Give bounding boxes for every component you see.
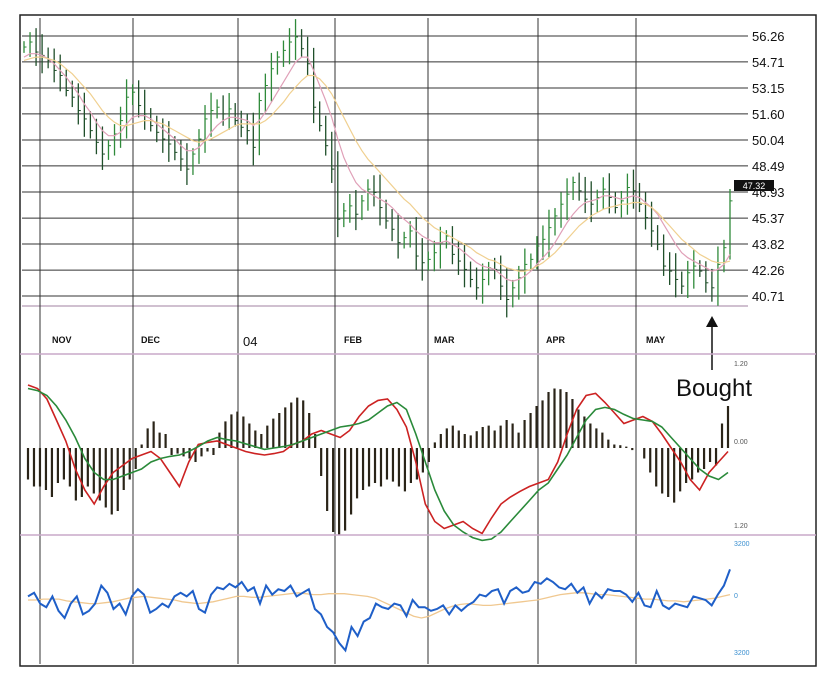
price-tick-label: 54.71 [752,55,785,70]
price-panel: 56.2654.7153.1551.6050.0448.4946.9345.37… [22,18,785,664]
macd-lines [27,384,729,542]
price-tick-label: 56.26 [752,29,785,44]
price-tick-label: 43.82 [752,237,785,252]
oscillator-line [27,569,731,653]
price-axis-ticks: 56.2654.7153.1551.6050.0448.4946.9345.37… [752,29,785,304]
month-label: NOV [52,335,72,345]
figure-frame [19,14,817,667]
price-tick-label: 51.60 [752,107,785,122]
moving-average-line [23,53,731,282]
macd-bottom-label: 1.20 [734,523,748,530]
bought-arrow-head [706,316,718,327]
macd-panel: 1.20 0.00 1.20 [26,361,748,542]
last-price-badge: 47.32 [743,181,766,191]
month-gridlines [39,18,637,664]
macd-zero-label: 0.00 [734,439,748,446]
osc-zero-label: 0 [734,593,738,600]
month-label: FEB [344,335,363,345]
last-price-badge-bg [734,180,774,191]
month-label: MAR [434,335,455,345]
bought-annotation: Bought [676,375,752,402]
month-label: MAY [646,335,665,345]
price-tick-label: 45.37 [752,211,785,226]
price-tick-label: 40.71 [752,289,785,304]
osc-bottom-label: 3200 [734,650,750,657]
price-tick-label: 50.04 [752,133,785,148]
price-tick-label: 53.15 [752,81,785,96]
oscillator-panel: 3200 0 3200 [27,541,750,657]
price-tick-label: 42.26 [752,263,785,278]
month-label: DEC [141,335,161,345]
osc-top-label: 3200 [734,541,750,548]
month-label: 04 [243,334,257,349]
oscillator-lines [27,569,731,653]
month-labels: NOV DEC 04 FEB MAR APR MAY [52,334,665,349]
price-gridlines [22,35,748,307]
moving-average-line [23,56,731,272]
macd-top-label: 1.20 [734,361,748,368]
moving-averages [23,53,731,282]
macd-line [27,387,729,542]
month-label: APR [546,335,566,345]
price-tick-label: 48.49 [752,159,785,174]
